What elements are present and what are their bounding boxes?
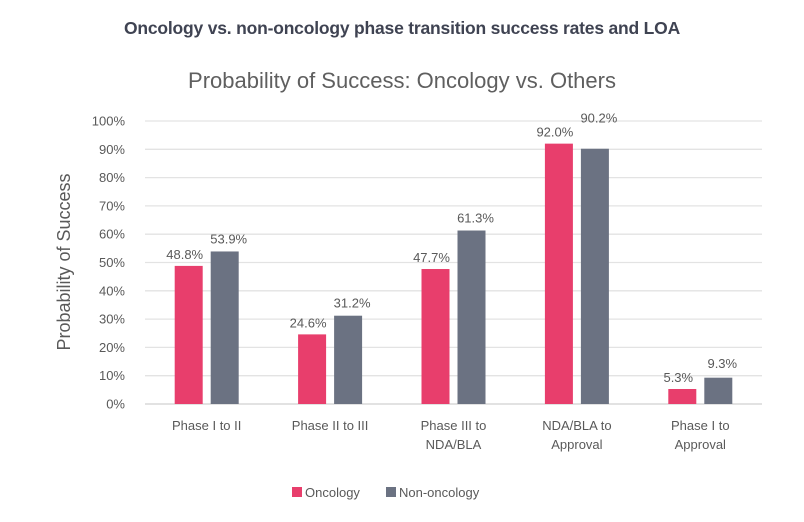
legend-swatch <box>292 487 302 497</box>
legend: Oncology Non-oncology <box>292 485 480 500</box>
legend-label: Oncology <box>305 485 360 500</box>
chart-title: Probability of Success: Oncology vs. Oth… <box>188 68 616 93</box>
x-category-label: NDA/BLA to Approval <box>542 418 611 452</box>
gridlines <box>145 120 762 405</box>
bar-non-oncology <box>210 251 239 404</box>
data-label: 31.2% <box>334 296 371 311</box>
legend-swatch <box>386 487 396 497</box>
y-tick-label: 10% <box>99 368 125 383</box>
x-axis-categories: Phase I to II Phase II to III Phase III to… <box>172 418 730 452</box>
bar-oncology <box>668 389 697 404</box>
y-tick-label: 60% <box>99 227 125 242</box>
header-title: Oncology vs. non-oncology phase transiti… <box>123 18 681 38</box>
data-label: 90.2% <box>580 111 617 126</box>
y-tick-label: 50% <box>99 255 125 270</box>
data-labels: 48.8% 53.9% 24.6% 31.2% 47.7% 61.3% 92.0% 90.2%… <box>166 111 737 385</box>
data-label: 5.3% <box>663 370 693 385</box>
y-tick-label: 0% <box>106 397 125 412</box>
bar-oncology <box>544 143 573 404</box>
x-category-label: Phase I to Approval <box>671 418 730 452</box>
x-category-label: Phase II to III <box>292 418 369 433</box>
y-axis-label: Probability of Success <box>54 173 74 350</box>
y-tick-label: 70% <box>99 198 125 213</box>
bars <box>174 143 733 404</box>
bar-oncology <box>174 265 203 404</box>
data-label: 47.7% <box>413 250 450 265</box>
y-tick-label: 100% <box>92 114 126 129</box>
x-category-label: Phase I to II <box>172 418 241 433</box>
bar-non-oncology <box>457 230 486 404</box>
data-label: 92.0% <box>536 125 573 140</box>
legend-item-oncology: Oncology <box>292 485 360 500</box>
bar-non-oncology <box>334 315 363 404</box>
data-label: 48.8% <box>166 247 203 262</box>
data-label: 24.6% <box>290 315 327 330</box>
bar-oncology <box>298 334 327 404</box>
y-tick-label: 90% <box>99 142 125 157</box>
data-label: 9.3% <box>707 356 737 371</box>
y-tick-label: 80% <box>99 170 125 185</box>
legend-item-non-oncology: Non-oncology <box>386 485 480 500</box>
bar-non-oncology <box>580 148 609 404</box>
x-category-label: Phase III to NDA/BLA <box>421 418 487 452</box>
y-tick-label: 20% <box>99 340 125 355</box>
bar-oncology <box>421 269 450 404</box>
legend-label: Non-oncology <box>399 485 480 500</box>
y-tick-label: 40% <box>99 283 125 298</box>
data-label: 53.9% <box>210 231 247 246</box>
data-label: 61.3% <box>457 211 494 226</box>
bar-non-oncology <box>704 377 733 404</box>
y-axis-ticks: 0% 10% 20% 30% 40% 50% 60% 70% 80% 90% 100% <box>92 114 126 412</box>
y-tick-label: 30% <box>99 312 125 327</box>
